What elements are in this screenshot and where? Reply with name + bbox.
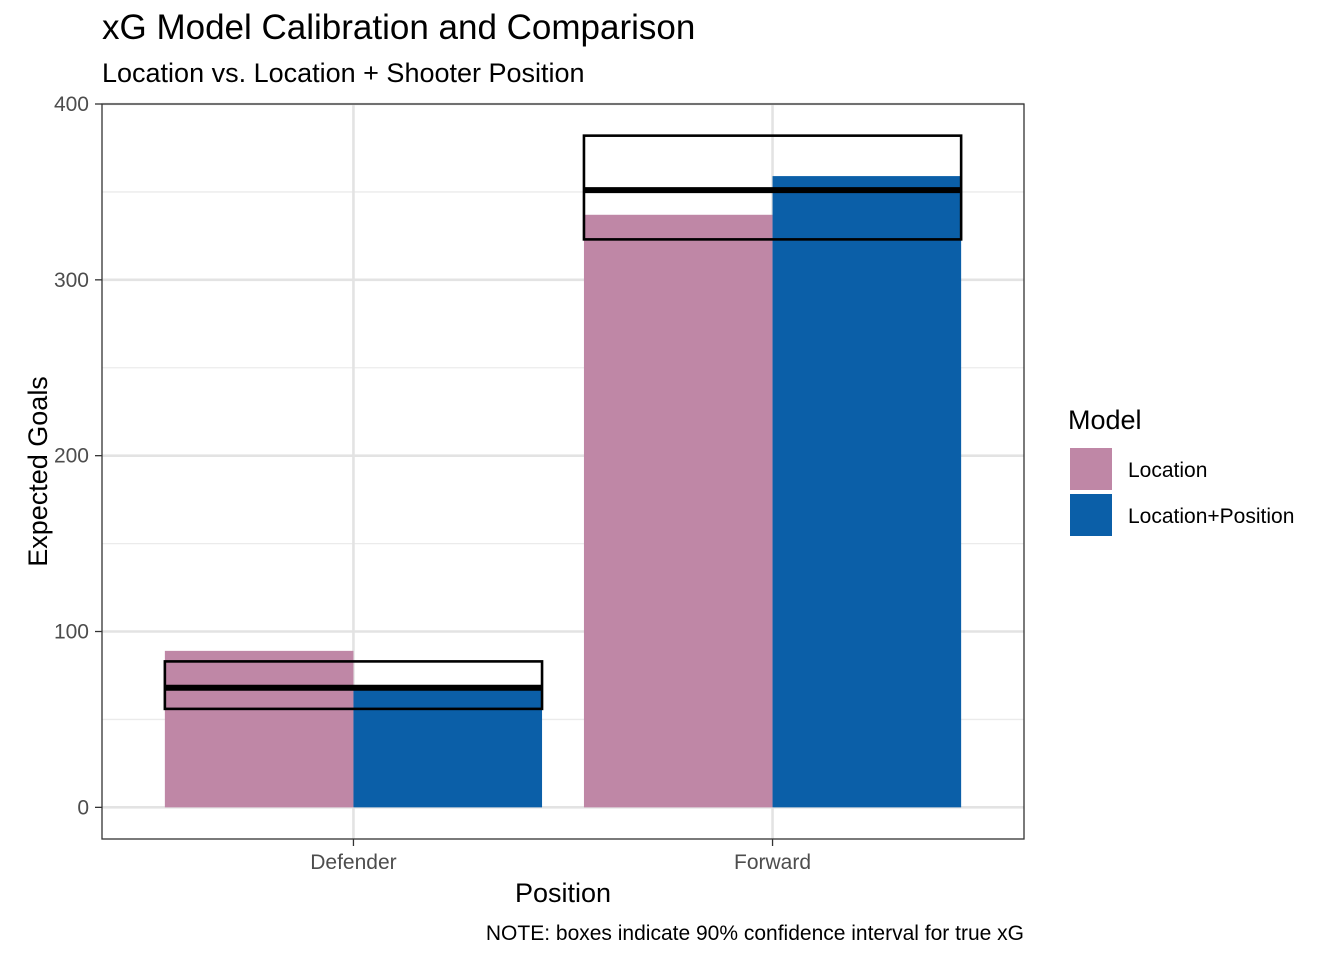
- legend-key: [1070, 448, 1112, 490]
- bar: [772, 176, 962, 808]
- x-axis-title: Position: [515, 878, 611, 908]
- bar: [164, 650, 354, 808]
- legend: Model Location Location+Position: [1068, 405, 1294, 536]
- panel-border: [101, 103, 1025, 840]
- chart-subtitle: Location vs. Location + Shooter Position: [102, 58, 585, 88]
- bars: [164, 176, 962, 808]
- y-axis-title: Expected Goals: [23, 376, 53, 567]
- y-tick-label: 0: [77, 796, 89, 819]
- y-tick-label: 100: [54, 621, 89, 644]
- legend-label: Location+Position: [1128, 505, 1294, 528]
- x-tick-label: Forward: [734, 851, 811, 874]
- y-tick-label: 400: [54, 93, 89, 116]
- bar: [353, 687, 543, 808]
- legend-label: Location: [1128, 459, 1207, 482]
- y-tick-label: 300: [54, 269, 89, 292]
- chart-caption: NOTE: boxes indicate 90% confidence inte…: [485, 922, 1024, 945]
- x-tick-label: Defender: [310, 851, 396, 874]
- chart-title: xG Model Calibration and Comparison: [102, 8, 696, 47]
- bar: [583, 214, 773, 808]
- legend-key: [1070, 494, 1112, 536]
- legend-title: Model: [1068, 405, 1142, 435]
- confidence-intervals: [163, 134, 963, 711]
- y-tick-label: 200: [54, 445, 89, 468]
- axes: 0 100 200 300 400 Defender Forward: [54, 93, 811, 874]
